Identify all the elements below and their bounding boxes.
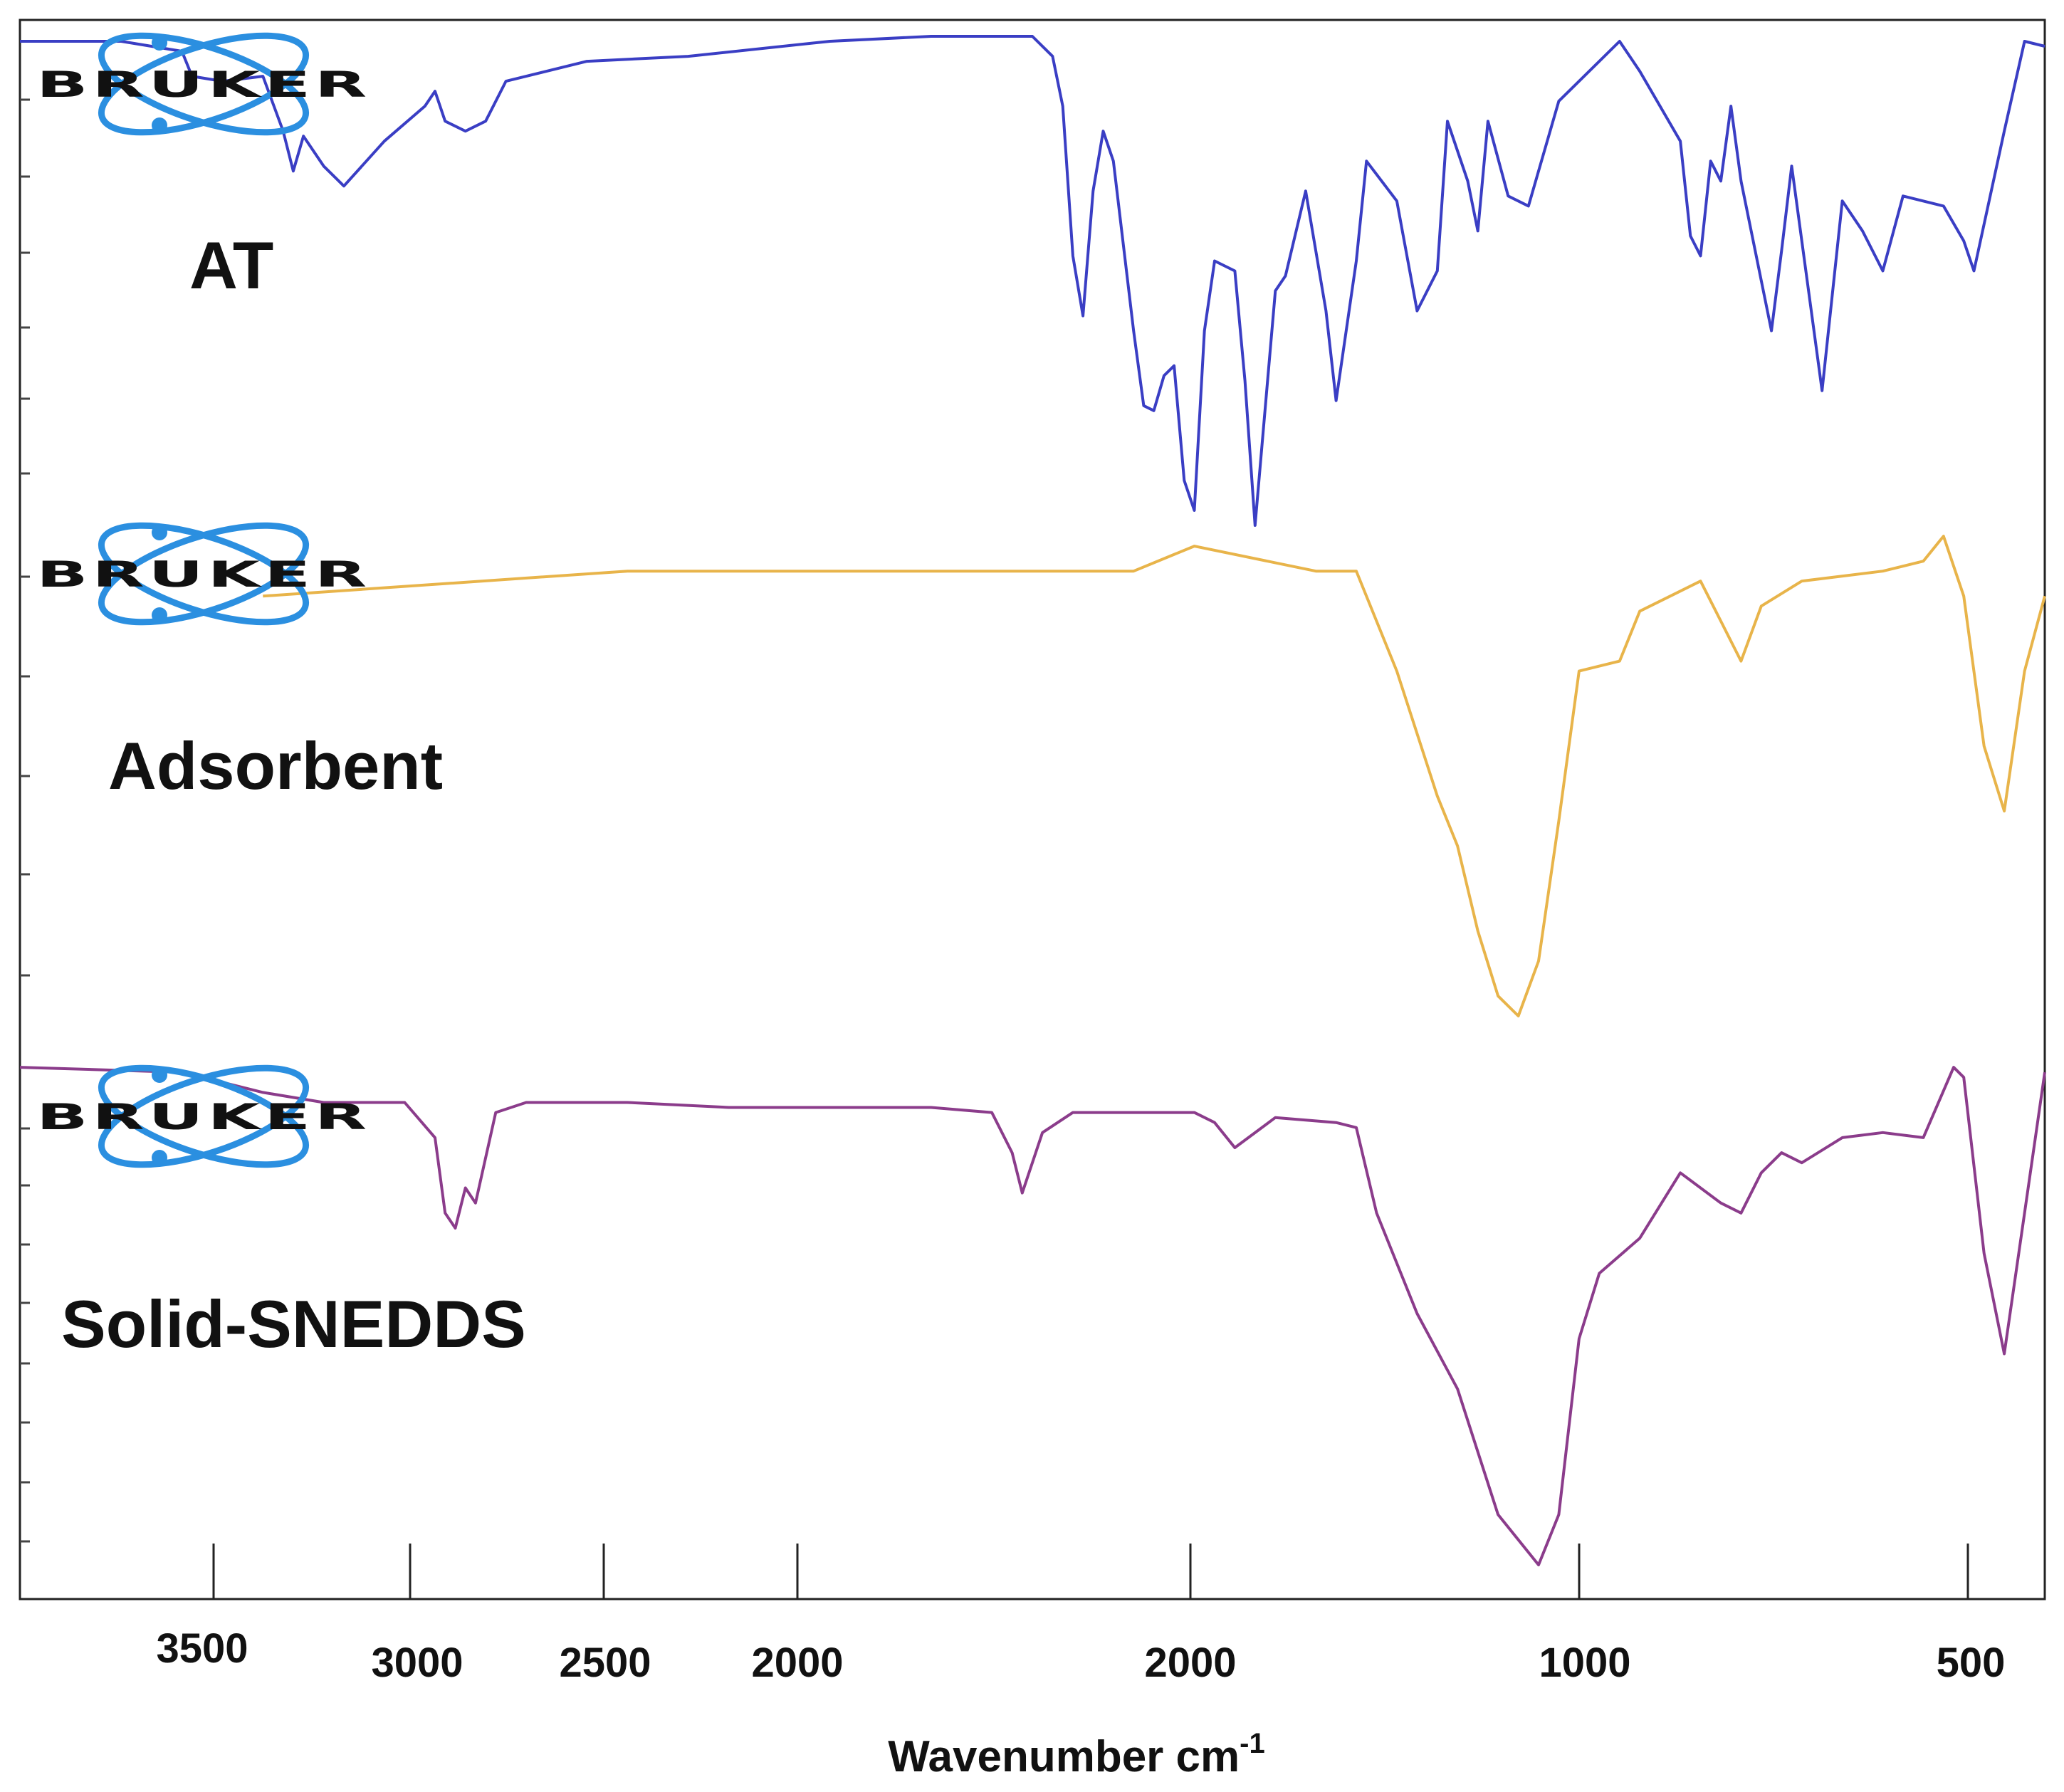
series-label-adsorbent: Adsorbent: [108, 728, 443, 803]
logo-orbit-right: [98, 1064, 310, 1168]
logo-dot-top: [152, 1067, 167, 1083]
series-line-solid-snedds: [19, 1066, 2046, 1566]
x-tick-label: 1000: [1539, 1640, 1630, 1686]
logo-dot-bottom: [152, 117, 167, 133]
x-tick-label: 2000: [751, 1640, 843, 1686]
series-label-solid-snedds: Solid-SNEDDS: [61, 1287, 526, 1361]
logo-text: BRUKER: [36, 1096, 371, 1138]
bruker-logo: BRUKER: [36, 32, 371, 136]
bruker-logo: BRUKER: [36, 522, 371, 626]
plot-frame: [19, 19, 2046, 1600]
logo-orbit-left: [98, 1064, 310, 1168]
x-tick-label: 2000: [1144, 1640, 1236, 1686]
logo-dot-top: [152, 35, 167, 51]
x-tick-label: 3000: [371, 1640, 463, 1686]
logo-dot-top: [152, 525, 167, 540]
logo-text: BRUKER: [36, 554, 371, 595]
bruker-logo: BRUKER: [36, 1064, 371, 1168]
logo-dot-bottom: [152, 1150, 167, 1165]
logo-orbit-right: [98, 522, 310, 626]
logo-dot-bottom: [152, 607, 167, 623]
x-tick-label: 2500: [559, 1640, 651, 1686]
x-tick-label: 500: [1937, 1640, 2006, 1686]
series-line-adsorbent: [263, 535, 2046, 1017]
x-axis-tick-labels: 3500 3000 2500 2000 2000 1000 500: [156, 1625, 2005, 1686]
logo-orbit-left: [98, 522, 310, 626]
logo-orbit-right: [98, 32, 310, 136]
x-tick-label: 3500: [156, 1625, 248, 1672]
x-axis-title: Wavenumber cm-1: [888, 1728, 1264, 1781]
spectra-series: [19, 35, 2046, 1566]
series-line-at: [20, 35, 2045, 527]
x-axis-ticks: [212, 1544, 1969, 1599]
logo-orbit-left: [98, 32, 310, 136]
left-axis-ticks: [20, 98, 30, 1543]
logo-text: BRUKER: [36, 64, 371, 105]
series-label-at: AT: [189, 228, 273, 303]
